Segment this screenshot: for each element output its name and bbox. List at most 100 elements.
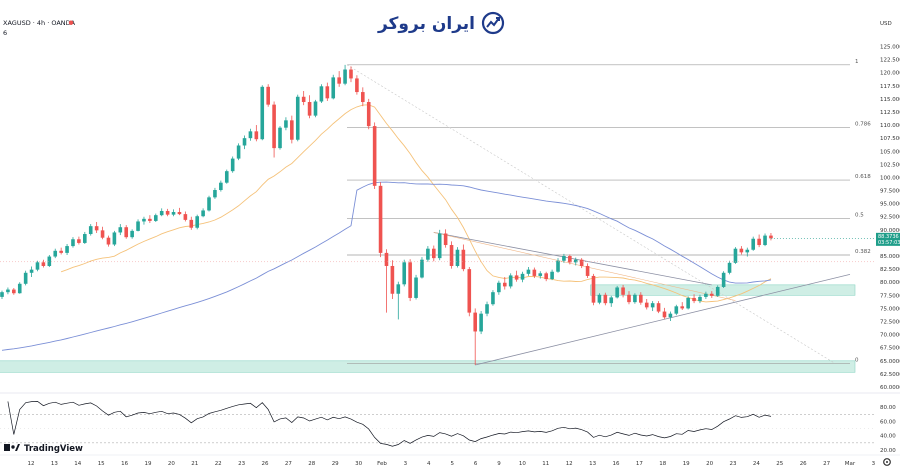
candle	[378, 182, 383, 258]
channel-line	[433, 232, 736, 301]
time-tick-label: 11	[542, 461, 549, 467]
candle	[325, 82, 330, 101]
time-tick-label: 26	[262, 461, 269, 467]
candle	[437, 229, 442, 261]
candle	[467, 267, 472, 317]
candle	[366, 98, 371, 130]
time-tick-label: 24	[753, 461, 760, 467]
candle	[585, 263, 590, 279]
last-price-value: 88.3736	[878, 234, 899, 240]
candle	[177, 207, 182, 216]
candle	[266, 84, 270, 107]
price-axis[interactable]: 125.0000 122.5000 120.0000 117.5000 115.0000…	[876, 44, 900, 391]
candle	[603, 292, 608, 306]
candle	[65, 243, 69, 255]
time-tick-label: 10	[519, 461, 526, 467]
candle	[461, 244, 466, 272]
rsi-tick-label: 60.00	[880, 419, 896, 425]
candle	[650, 301, 655, 312]
candle	[426, 246, 430, 262]
time-tick-label: 23	[730, 461, 737, 467]
candle	[508, 273, 513, 289]
candle	[349, 66, 353, 83]
candle	[633, 293, 637, 304]
time-tick-label: 9	[497, 461, 501, 467]
rsi-tick-label: 20.00	[880, 448, 896, 454]
candle	[479, 311, 483, 335]
candle	[485, 301, 489, 317]
candle	[53, 248, 58, 259]
candle	[195, 214, 199, 230]
candle	[319, 84, 324, 104]
candle	[224, 169, 229, 184]
time-tick-label: 21	[191, 461, 198, 467]
candle	[94, 221, 99, 233]
candle	[408, 259, 412, 302]
candle	[83, 231, 87, 244]
time-tick-label: 16	[121, 461, 128, 467]
brand-logo-icon	[481, 11, 505, 35]
time-tick-label: 12	[566, 461, 573, 467]
rsi-tick-label: 40.00	[880, 434, 896, 440]
ma-fast-line	[60, 104, 772, 303]
fib-level-label: 0.618	[855, 174, 871, 180]
time-tick-label: 26	[800, 461, 807, 467]
candle	[514, 270, 519, 282]
candle	[59, 247, 63, 255]
time-tick-label: 13	[589, 461, 596, 467]
rsi-tick-label: 80.00	[880, 405, 896, 411]
candle	[644, 298, 649, 310]
currency-label: USD	[880, 21, 892, 27]
candle	[153, 213, 158, 222]
time-axis[interactable]: 12 13 14 15 16 19 20 21 22 23 26 27 28 29 30 Feb 3 4 5 6 9 10…	[0, 454, 900, 467]
candle	[556, 258, 560, 273]
price-tick-label: 115.0000	[880, 97, 900, 103]
tradingview-logo	[4, 444, 20, 451]
candle	[260, 85, 265, 141]
price-tick-label: 77.5000	[880, 293, 900, 299]
price-tick-label: 80.0000	[880, 280, 900, 286]
candle	[230, 156, 235, 173]
candle	[491, 290, 495, 306]
candle	[733, 247, 738, 264]
moving-averages	[1, 104, 772, 351]
price-tick-label: 90.0000	[880, 228, 900, 234]
time-tick-label: 13	[51, 461, 58, 467]
time-tick-label: 22	[215, 461, 222, 467]
time-tick-label: 15	[98, 461, 105, 467]
candle	[41, 259, 46, 268]
candle	[402, 259, 407, 287]
time-tick-label: 27	[823, 461, 830, 467]
price-tick-label: 105.0000	[880, 149, 900, 155]
price-tick-label: 100.0000	[880, 175, 900, 181]
ascending-trendline	[475, 273, 851, 366]
settings-icon[interactable]	[883, 458, 891, 466]
time-tick-label: 6	[474, 461, 478, 467]
candle	[272, 101, 276, 158]
indicator-value: 6	[3, 29, 7, 37]
brand-name: ایران بروکر	[377, 14, 475, 34]
price-tick-label: 97.5000	[880, 189, 900, 195]
candle	[739, 246, 744, 255]
candle	[639, 292, 643, 305]
candle	[236, 143, 241, 161]
candle	[727, 260, 732, 275]
candle	[680, 302, 685, 310]
candle	[171, 209, 176, 217]
candle	[6, 287, 10, 295]
candle	[562, 253, 566, 263]
time-tick-label: 20	[706, 461, 713, 467]
price-tick-label: 60.0000	[880, 385, 900, 391]
candle	[674, 304, 679, 316]
price-tick-label: 72.5000	[880, 320, 900, 326]
candle	[254, 125, 259, 142]
rsi-line	[7, 401, 772, 447]
price-tick-label: 95.0000	[880, 202, 900, 208]
candle	[704, 291, 708, 299]
candle	[384, 249, 389, 313]
candle	[621, 284, 625, 298]
candle	[420, 257, 424, 279]
candle	[662, 307, 667, 319]
time-tick-label: 23	[238, 461, 245, 467]
